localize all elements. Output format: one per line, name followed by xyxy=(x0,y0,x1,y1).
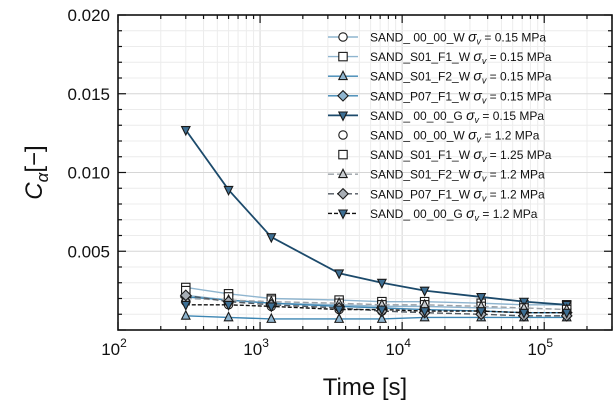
legend-label: SAND_S01_F1_W σv = 0.15 MPa xyxy=(370,48,552,66)
data-point xyxy=(266,312,277,323)
y-tick-label: 0.020 xyxy=(67,6,110,25)
data-point xyxy=(180,309,191,320)
legend-label: SAND_ 00_00_W σv = 0.15 MPa xyxy=(370,29,546,47)
legend: SAND_ 00_00_W σv = 0.15 MPaSAND_S01_F1_W… xyxy=(328,29,552,223)
data-point xyxy=(376,278,387,289)
legend-label: SAND_S01_F1_W σv = 1.25 MPa xyxy=(370,146,552,164)
series-4 xyxy=(180,126,572,312)
data-point xyxy=(376,312,387,323)
legend-item-0: SAND_ 00_00_W σv = 0.15 MPa xyxy=(328,29,546,47)
legend-label: SAND_P07_F1_W σv = 0.15 MPa xyxy=(370,87,552,105)
data-point xyxy=(266,302,277,313)
data-point xyxy=(518,308,530,319)
x-tick-label: 103 xyxy=(243,336,269,359)
y-tick-label: 0.015 xyxy=(67,85,110,104)
legend-item-9: SAND_ 00_00_G σv = 1.2 MPa xyxy=(328,205,538,223)
series-line xyxy=(185,294,567,317)
legend-marker xyxy=(337,111,349,122)
data-point xyxy=(419,286,430,297)
legend-item-6: SAND_S01_F1_W σv = 1.25 MPa xyxy=(338,146,552,164)
legend-marker xyxy=(338,130,348,140)
data-point xyxy=(376,305,387,316)
data-point xyxy=(266,233,277,244)
legend-item-4: SAND_ 00_00_G σv = 0.15 MPa xyxy=(328,107,544,125)
data-point xyxy=(334,305,345,316)
tick-labels: 0.005 0.010 0.015 0.020 102 103 104 105 xyxy=(67,6,553,359)
legend-marker xyxy=(338,149,348,160)
legend-label: SAND_S01_F2_W σv = 1.2 MPa xyxy=(370,166,545,184)
data-point xyxy=(561,308,572,319)
data-point xyxy=(476,292,487,304)
series-line xyxy=(185,315,567,320)
data-point xyxy=(334,312,345,323)
x-tick-label: 102 xyxy=(101,336,127,359)
legend-item-2: SAND_S01_F2_W σv = 0.15 MPa xyxy=(328,68,552,86)
legend-label: SAND_ 00_00_W σv = 1.2 MPa xyxy=(370,127,540,145)
x-axis-title: Time [s] xyxy=(323,374,407,401)
legend-item-1: SAND_S01_F1_W σv = 0.15 MPa xyxy=(328,48,552,66)
legend-label: SAND_ 00_00_G σv = 1.2 MPa xyxy=(370,205,538,223)
series-2 xyxy=(180,309,572,323)
series-layer xyxy=(179,126,573,323)
data-point xyxy=(180,300,191,312)
data-point xyxy=(476,307,487,318)
legend-label: SAND_S01_F2_W σv = 0.15 MPa xyxy=(370,68,552,86)
series-9 xyxy=(180,300,572,319)
data-point xyxy=(223,311,234,322)
legend-item-5: SAND_ 00_00_W σv = 1.2 MPa xyxy=(338,127,540,145)
y-tick-label: 0.005 xyxy=(67,242,110,261)
x-tick-label: 105 xyxy=(527,336,553,359)
data-point xyxy=(179,289,192,302)
series-line xyxy=(185,304,567,314)
data-point xyxy=(223,300,234,312)
legend-marker xyxy=(337,167,349,179)
legend-label: SAND_ 00_00_G σv = 0.15 MPa xyxy=(370,107,544,125)
x-tick-label: 104 xyxy=(385,336,411,359)
data-point xyxy=(334,269,345,280)
legend-item-8: SAND_P07_F1_W σv = 1.2 MPa xyxy=(328,185,545,203)
legend-marker xyxy=(337,209,349,220)
data-point xyxy=(180,126,191,137)
legend-item-7: SAND_S01_F2_W σv = 1.2 MPa xyxy=(328,166,545,184)
legend-marker xyxy=(338,32,348,42)
legend-item-3: SAND_P07_F1_W σv = 0.15 MPa xyxy=(328,87,552,105)
legend-marker xyxy=(337,89,349,102)
data-point xyxy=(419,307,430,318)
data-point xyxy=(223,185,234,197)
series-line xyxy=(185,297,567,311)
legend-label: SAND_P07_F1_W σv = 1.2 MPa xyxy=(370,185,545,203)
y-tick-label: 0.010 xyxy=(67,164,110,183)
legend-marker xyxy=(338,51,348,62)
y-axis-title: Cα[−] xyxy=(21,145,52,199)
axis-ticks xyxy=(117,14,613,331)
legend-marker xyxy=(337,187,349,200)
legend-marker xyxy=(337,69,349,81)
